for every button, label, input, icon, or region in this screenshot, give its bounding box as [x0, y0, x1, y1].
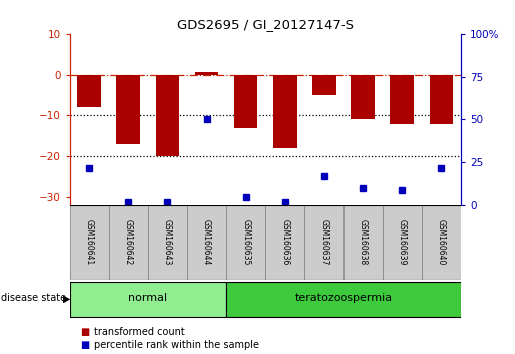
FancyBboxPatch shape — [226, 282, 461, 316]
Bar — [234, 74, 258, 128]
FancyBboxPatch shape — [344, 205, 383, 280]
Text: ■: ■ — [80, 327, 89, 337]
Text: ■: ■ — [80, 340, 89, 350]
Text: disease state: disease state — [1, 293, 66, 303]
Text: transformed count: transformed count — [94, 327, 185, 337]
Text: GSM160635: GSM160635 — [241, 219, 250, 266]
Text: percentile rank within the sample: percentile rank within the sample — [94, 340, 259, 350]
FancyBboxPatch shape — [148, 205, 187, 280]
FancyBboxPatch shape — [187, 205, 226, 280]
Bar — [116, 74, 140, 144]
Text: GSM160644: GSM160644 — [202, 219, 211, 266]
Text: GSM160642: GSM160642 — [124, 219, 133, 266]
FancyBboxPatch shape — [226, 205, 265, 280]
FancyBboxPatch shape — [109, 205, 148, 280]
Text: GSM160643: GSM160643 — [163, 219, 172, 266]
Bar — [312, 74, 336, 95]
FancyBboxPatch shape — [383, 205, 422, 280]
Bar — [273, 74, 297, 148]
Text: GSM160636: GSM160636 — [280, 219, 289, 266]
Text: GSM160640: GSM160640 — [437, 219, 446, 266]
Text: ▶: ▶ — [63, 293, 71, 303]
Title: GDS2695 / GI_20127147-S: GDS2695 / GI_20127147-S — [177, 18, 354, 31]
Bar — [351, 74, 375, 120]
Bar — [195, 73, 218, 74]
Text: teratozoospermia: teratozoospermia — [295, 293, 392, 303]
Bar — [430, 74, 453, 124]
FancyBboxPatch shape — [422, 205, 461, 280]
Text: GSM160638: GSM160638 — [358, 219, 368, 266]
Text: GSM160637: GSM160637 — [319, 219, 329, 266]
Text: GSM160641: GSM160641 — [84, 219, 94, 266]
FancyBboxPatch shape — [70, 282, 226, 316]
Bar — [156, 74, 179, 156]
FancyBboxPatch shape — [265, 205, 304, 280]
FancyBboxPatch shape — [304, 205, 344, 280]
Text: normal: normal — [128, 293, 167, 303]
Bar — [77, 74, 101, 107]
FancyBboxPatch shape — [70, 205, 109, 280]
Bar — [390, 74, 414, 124]
Text: GSM160639: GSM160639 — [398, 219, 407, 266]
